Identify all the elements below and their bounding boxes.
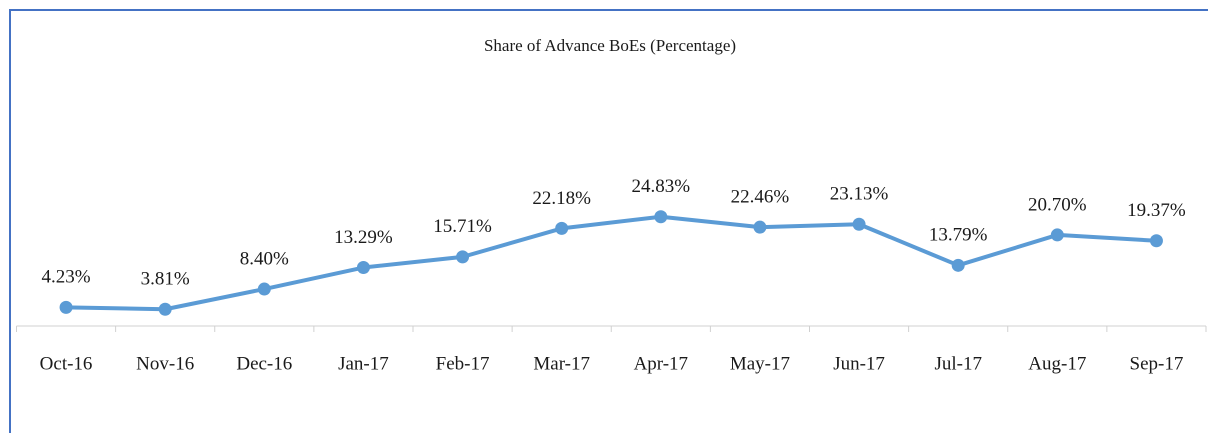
chart-title: Share of Advance BoEs (Percentage)	[484, 36, 736, 55]
data-label: 24.83%	[632, 176, 691, 197]
data-point	[852, 217, 866, 231]
data-label: 22.46%	[731, 187, 790, 208]
data-point	[59, 300, 73, 314]
data-label: 23.13%	[830, 184, 889, 205]
data-point	[356, 261, 370, 275]
x-tick-label: Sep-17	[1130, 353, 1184, 374]
x-tick-label: Jun-17	[833, 353, 885, 374]
x-tick-label: Jul-17	[934, 353, 982, 374]
data-label: 13.79%	[929, 225, 988, 246]
x-tick-label: Oct-16	[40, 353, 93, 374]
data-point	[456, 250, 470, 264]
data-point	[257, 282, 271, 296]
data-label: 3.81%	[141, 269, 190, 290]
x-tick-label: Dec-16	[236, 353, 292, 374]
data-point	[1149, 234, 1163, 248]
x-tick-label: Apr-17	[634, 353, 689, 374]
frame	[9, 9, 1208, 433]
data-label: 8.40%	[240, 248, 289, 269]
data-label: 20.70%	[1028, 194, 1087, 215]
x-tick-label: Nov-16	[136, 353, 194, 374]
data-point	[158, 302, 172, 316]
x-tick-label: Aug-17	[1028, 353, 1086, 374]
x-tick-label: Feb-17	[436, 353, 490, 374]
data-point	[1050, 228, 1064, 242]
data-point	[753, 220, 767, 234]
data-label: 19.37%	[1127, 200, 1186, 221]
x-tick-label: Jan-17	[338, 353, 389, 374]
data-label: 15.71%	[433, 216, 492, 237]
x-tick-label: Mar-17	[533, 353, 590, 374]
data-label: 13.29%	[334, 227, 393, 248]
data-point	[555, 221, 569, 235]
data-point	[951, 258, 965, 272]
series-line	[66, 214, 1157, 312]
data-point	[654, 210, 668, 224]
data-label: 22.18%	[532, 188, 591, 209]
data-label: 4.23%	[42, 267, 91, 288]
x-tick-label: May-17	[730, 353, 790, 374]
